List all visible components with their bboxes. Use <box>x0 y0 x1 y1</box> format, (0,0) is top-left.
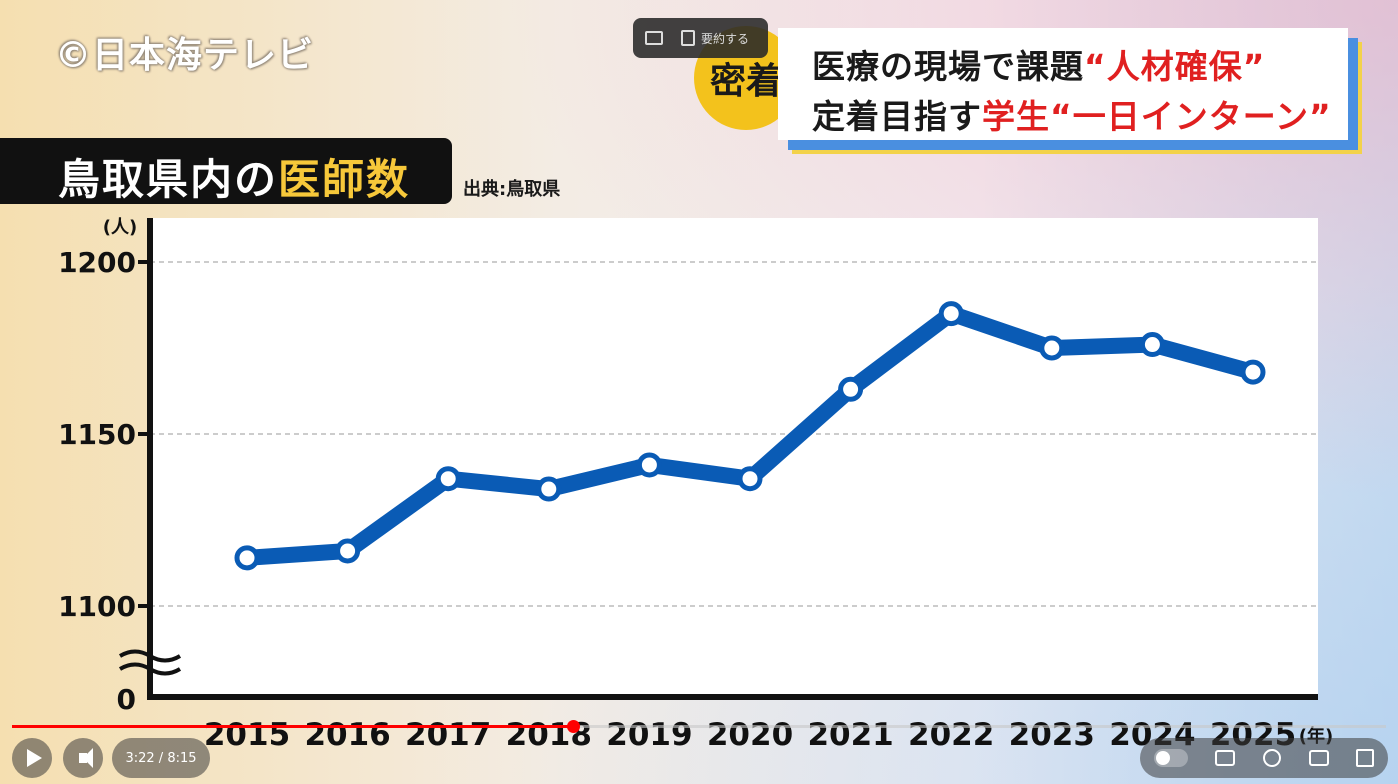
y-tick-label: 1200 <box>58 246 136 279</box>
broadcaster-watermark: ©日本海テレビ <box>55 35 315 76</box>
data-point <box>335 538 361 564</box>
summary-icon[interactable] <box>681 30 695 46</box>
x-tick-label: 2016 <box>304 717 390 753</box>
video-overlay-chip[interactable]: 要約する <box>633 18 768 58</box>
progress-fill <box>12 725 573 728</box>
headline-line-2-red: 学生“一日インターン” <box>982 97 1332 136</box>
fullscreen-icon[interactable] <box>1356 749 1375 767</box>
headline-line-1-text: 医療の現場で課題 <box>812 47 1084 86</box>
x-tick-label: 2020 <box>707 717 793 753</box>
settings-gear-icon[interactable] <box>1262 749 1281 767</box>
player-right-controls <box>1140 738 1388 778</box>
x-tick-label: 2015 <box>204 717 290 753</box>
data-point <box>1039 335 1065 361</box>
progress-scrubber[interactable] <box>566 720 580 733</box>
data-point <box>636 452 662 478</box>
time-display: 3:22 / 8:15 <box>112 738 210 778</box>
chart-title-highlight: 医師数 <box>278 155 411 204</box>
data-point <box>1240 359 1266 385</box>
data-point <box>838 376 864 402</box>
theater-mode-icon[interactable] <box>1308 750 1329 766</box>
headline-line-2: 定着目指す学生“一日インターン” <box>812 90 1332 138</box>
headline-line-1-red: “人材確保” <box>1084 47 1266 86</box>
y-tick-label: 1100 <box>58 590 136 623</box>
data-point <box>234 545 260 571</box>
progress-bar[interactable] <box>12 720 1386 733</box>
axis-break-mark <box>118 662 182 676</box>
volume-icon <box>79 748 93 768</box>
data-point <box>536 476 562 502</box>
data-point <box>737 466 763 492</box>
chart-title: 鳥取県内の医師数 <box>58 146 410 207</box>
headline-box: 医療の現場で課題“人材確保” 定着目指す学生“一日インターン” <box>778 28 1348 140</box>
x-tick-label: 2023 <box>1009 717 1095 753</box>
chart-area <box>150 218 1318 698</box>
play-icon <box>26 749 42 767</box>
autoplay-toggle[interactable] <box>1153 749 1188 767</box>
y-unit-label: (人) <box>103 217 137 238</box>
y-tick-label: 1150 <box>58 418 136 451</box>
play-button[interactable] <box>12 738 52 778</box>
loop-icon[interactable] <box>645 31 663 45</box>
summary-label[interactable]: 要約する <box>701 31 750 46</box>
y-zero-label: 0 <box>117 683 136 716</box>
x-tick-label: 2021 <box>807 717 893 753</box>
headline-line-2-text: 定着目指す <box>812 97 982 136</box>
data-point <box>1139 332 1165 358</box>
data-point <box>435 466 461 492</box>
x-tick-label: 2017 <box>405 717 491 753</box>
x-tick-label: 2022 <box>908 717 994 753</box>
chart-source: 出典:鳥取県 <box>463 179 561 200</box>
volume-button[interactable] <box>63 738 103 778</box>
headline-line-1: 医療の現場で課題“人材確保” <box>812 40 1265 88</box>
chart-title-box: 鳥取県内の医師数 <box>0 138 452 204</box>
axis-break-mark <box>118 649 182 663</box>
data-line <box>239 305 1261 566</box>
subtitles-icon[interactable] <box>1215 750 1236 766</box>
x-tick-label: 2019 <box>606 717 692 753</box>
data-point <box>938 301 964 327</box>
chart-title-text: 鳥取県内の <box>58 155 279 204</box>
